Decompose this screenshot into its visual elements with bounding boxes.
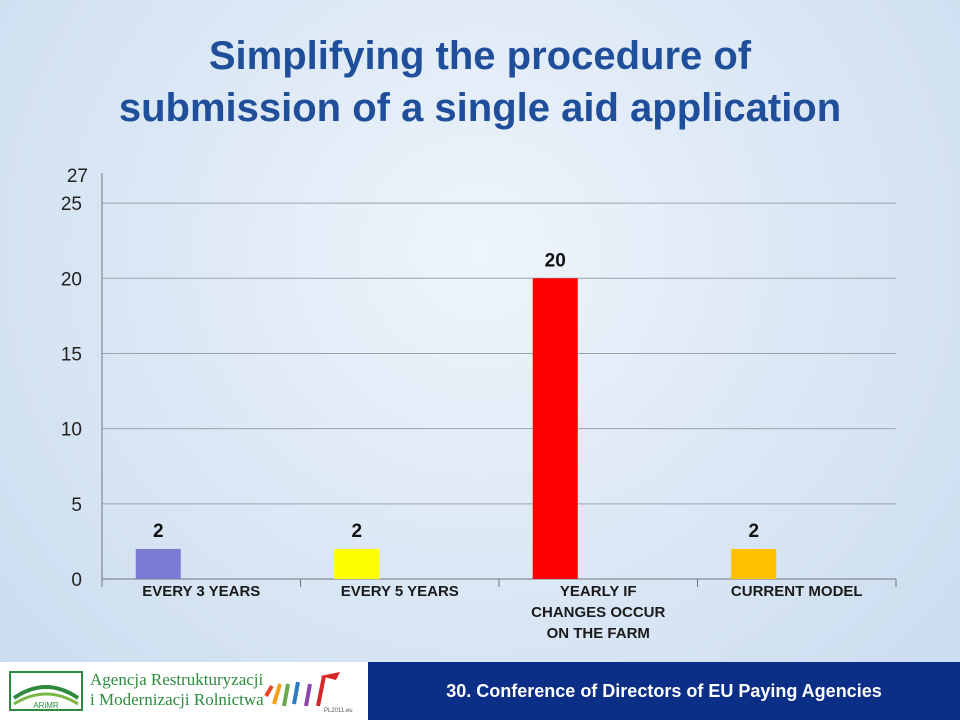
x-category-label: EVERY 3 YEARS [142,583,260,600]
bar-chart: 0 5 10 15 20 25 27 2 EVERY 3 YEARS 2 EVERY 5 YEARS… [61,166,897,642]
bar [731,548,777,579]
x-category-label: YEARLY IF [560,583,637,600]
y-max-label: 27 [67,166,88,187]
data-label: 20 [545,250,566,271]
conference-banner: 30. Conference of Directors of EU Paying… [368,662,960,720]
agency-line-1: Agencja Restrukturyzacji [90,670,264,689]
x-category-label: CHANGES OCCUR [531,604,665,621]
bar [532,278,578,579]
footer: ARiMR Agencja Restrukturyzacji i Moderni… [0,662,960,720]
presidency-logo-text: PL2011.eu [324,708,353,714]
data-label: 2 [153,521,164,542]
x-category-label: EVERY 5 YEARS [341,583,459,600]
arimr-logo-text: ARiMR [33,701,59,710]
arimr-logo-icon: ARiMR [9,671,83,711]
x-category-label: ON THE FARM [547,625,650,642]
bar [135,548,181,579]
y-tick-label: 10 [61,420,82,441]
x-category-label: CURRENT MODEL [731,583,863,600]
presidency-logo-icon: PL2011.eu [264,672,353,714]
bar [334,548,380,579]
y-tick-label: 25 [61,194,82,215]
agency-name: Agencja Restrukturyzacji i Modernizacji … [90,670,264,710]
data-label: 2 [351,521,362,542]
data-label: 2 [748,521,759,542]
agency-line-2: i Modernizacji Rolnictwa [90,690,264,709]
page-title: Simplifying the procedure of submission … [0,30,960,134]
y-tick-label: 5 [71,495,82,516]
title-line-1: Simplifying the procedure of [208,34,752,78]
footer-logos: ARiMR Agencja Restrukturyzacji i Moderni… [0,662,368,720]
y-tick-label: 15 [61,344,82,365]
y-tick-label: 20 [61,269,82,290]
title-line-2: submission of a single aid application [118,86,842,130]
y-tick-label: 0 [71,570,82,591]
